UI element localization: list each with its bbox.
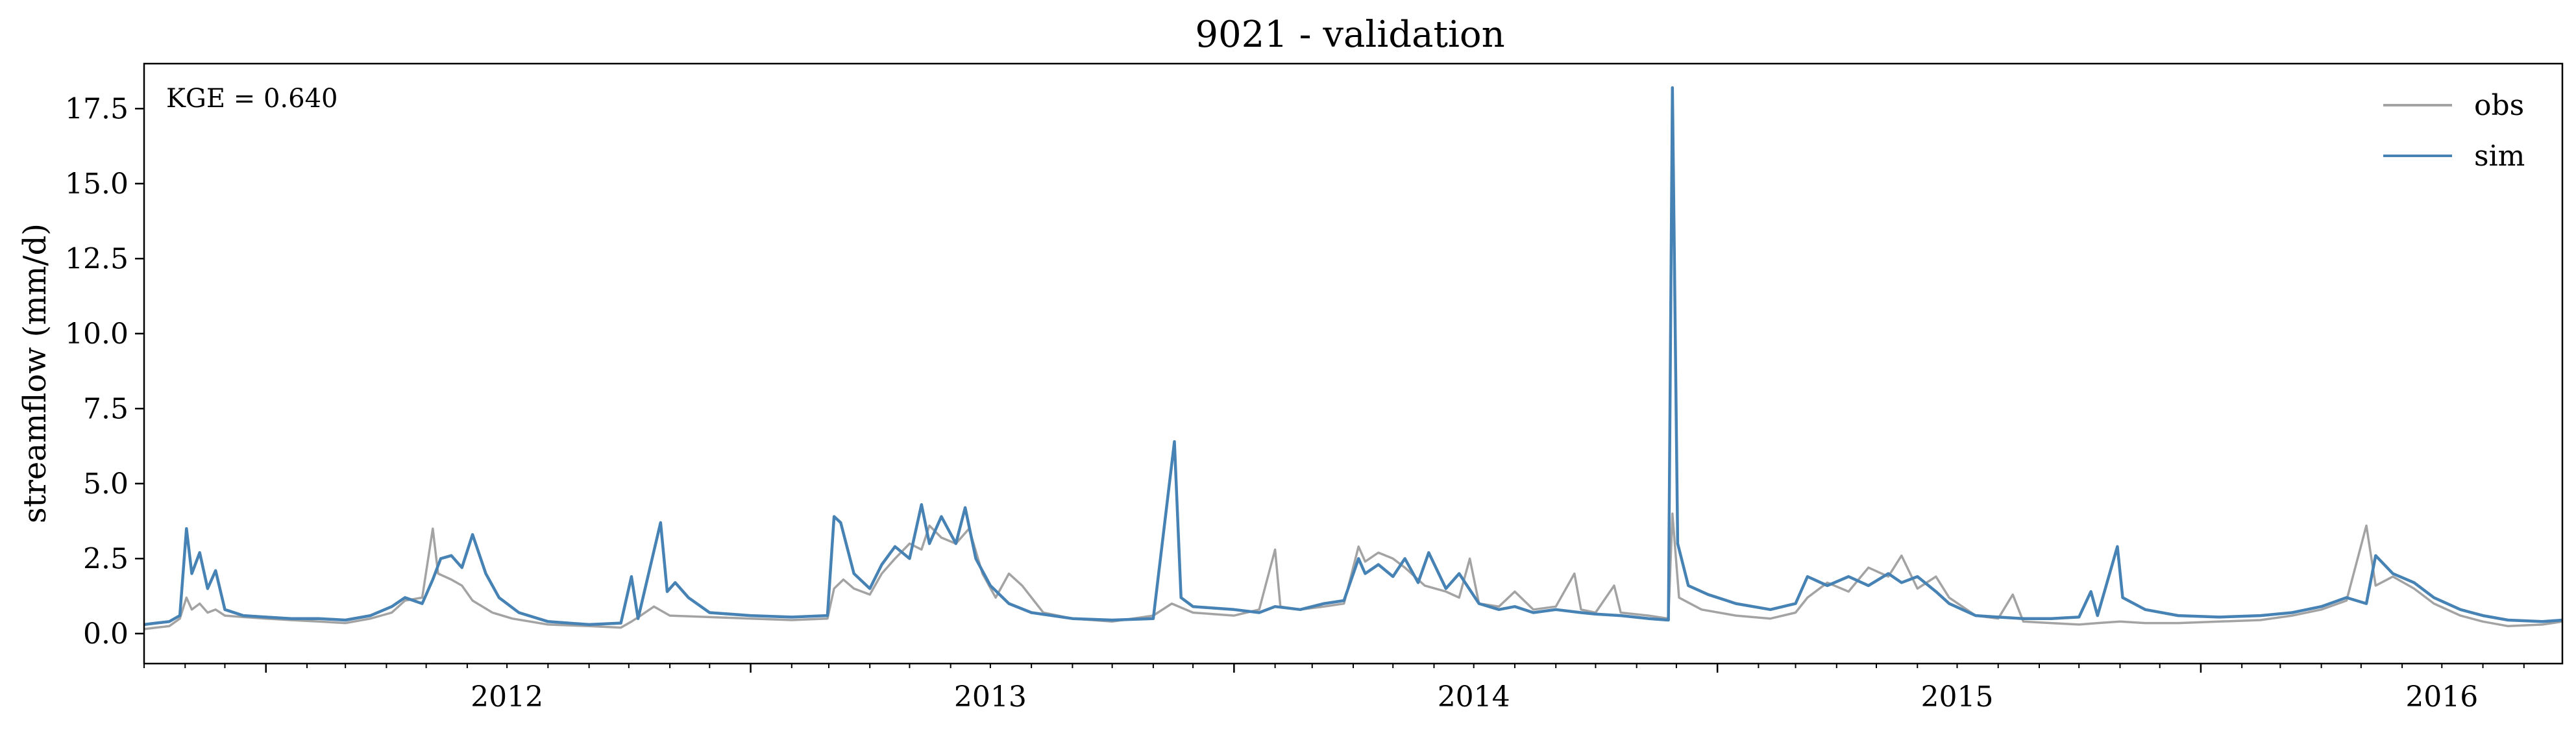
x-tick-label: 2014 xyxy=(1438,680,1510,714)
y-tick-label: 15.0 xyxy=(65,168,129,201)
series-line-sim xyxy=(143,86,2563,627)
legend-label-obs: obs xyxy=(2474,89,2524,122)
plot-frame xyxy=(143,62,2564,665)
kge-annotation: KGE = 0.640 xyxy=(166,84,338,114)
y-tick-label: 5.0 xyxy=(83,467,129,501)
y-axis: 0.0 2.5 5.0 7.5 10.0 12.5 15.0 17.5 xyxy=(65,92,144,651)
x-tick-label: 2015 xyxy=(1920,680,1993,714)
legend-label-sim: sim xyxy=(2474,140,2525,173)
y-axis-label: streamflow (mm/d) xyxy=(17,223,53,523)
x-tick-label: 2013 xyxy=(954,680,1027,714)
x-tick-label: 2012 xyxy=(471,680,543,714)
y-tick-label: 10.0 xyxy=(65,318,129,351)
x-tick-label: 2016 xyxy=(2405,680,2478,714)
y-tick-label: 0.0 xyxy=(83,617,129,651)
y-tick-label: 2.5 xyxy=(83,542,129,575)
x-axis: 2012 2013 2014 2015 2016 xyxy=(143,664,2525,714)
y-tick-label: 12.5 xyxy=(65,242,129,275)
y-tick-label: 7.5 xyxy=(83,392,129,425)
chart-title: 9021 - validation xyxy=(1195,14,1504,56)
y-tick-label: 17.5 xyxy=(65,92,129,125)
series-layer xyxy=(143,86,2563,630)
legend: obs sim xyxy=(2383,89,2525,173)
